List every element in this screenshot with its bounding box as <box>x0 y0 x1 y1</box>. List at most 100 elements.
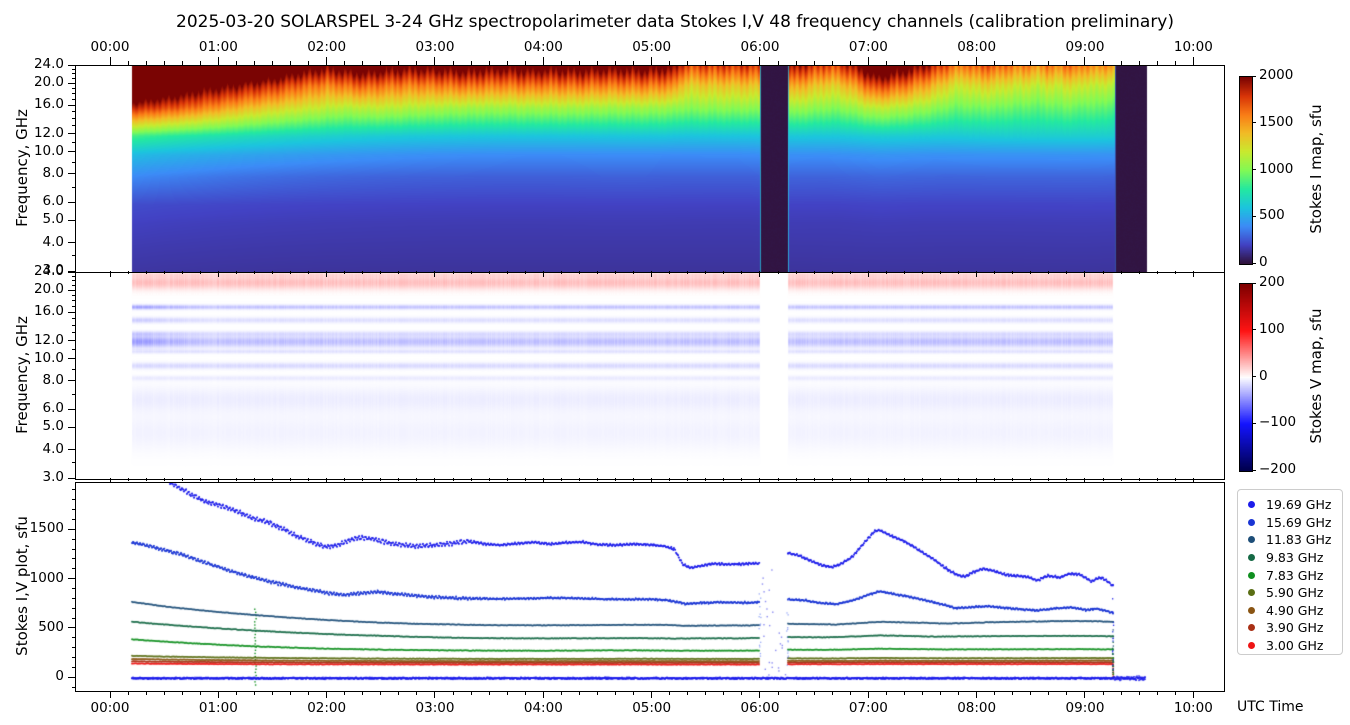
tick-mark <box>488 478 490 481</box>
tick-label: 0 <box>1259 367 1268 384</box>
tick-mark <box>434 57 436 65</box>
tick-mark <box>380 691 382 695</box>
tick-mark <box>416 61 418 65</box>
tick-label: 1500 <box>29 520 64 537</box>
tick-label: 16.0 <box>33 303 64 320</box>
tick-mark <box>560 478 562 481</box>
tick-mark <box>71 294 75 296</box>
tick-mark <box>68 173 75 175</box>
tick-mark <box>1048 61 1050 65</box>
tick-mark <box>71 548 75 550</box>
tick-label: 24.0 <box>33 263 64 279</box>
tick-mark <box>1066 478 1068 481</box>
tick-mark <box>940 478 942 481</box>
tick-mark <box>687 271 689 274</box>
tick-mark <box>68 426 75 428</box>
tick-mark <box>68 311 75 313</box>
tick-mark <box>253 691 255 695</box>
tick-mark <box>145 61 147 65</box>
tick-mark <box>903 61 905 65</box>
stokes-v-colorbar <box>1239 283 1253 472</box>
tick-mark <box>651 271 653 277</box>
tick-mark <box>109 57 111 65</box>
legend-marker-dot <box>1248 589 1255 597</box>
tick-mark <box>1030 61 1032 65</box>
legend-item-label: 7.83 GHz <box>1266 567 1324 583</box>
tick-mark <box>71 607 75 609</box>
tick-mark <box>542 691 544 698</box>
colorbar-i-label: Stokes I map, sfu <box>1307 104 1325 234</box>
tick-mark <box>1138 478 1140 481</box>
tick-mark <box>71 284 75 286</box>
tick-mark <box>199 691 201 695</box>
tick-mark <box>235 691 237 695</box>
tick-mark <box>1120 478 1122 481</box>
tick-label: 07:00 <box>848 39 888 55</box>
tick-mark <box>831 61 833 65</box>
tick-mark <box>741 271 743 274</box>
tick-mark <box>921 691 923 695</box>
tick-label: 00:00 <box>90 39 130 55</box>
tick-label: 10.0 <box>33 349 64 366</box>
tick-mark <box>71 647 75 649</box>
tick-mark <box>777 478 779 481</box>
tick-mark <box>235 478 237 481</box>
legend-marker-dot <box>1248 606 1255 614</box>
tick-mark <box>488 61 490 65</box>
legend-item: 4.90 GHz <box>1238 602 1342 620</box>
tick-label: 2000 <box>1259 67 1294 83</box>
tick-label: 0 <box>1259 254 1268 270</box>
tick-mark <box>795 271 797 274</box>
tick-mark <box>705 478 707 481</box>
tick-mark <box>849 691 851 695</box>
tick-mark <box>633 271 635 274</box>
tick-mark <box>71 499 75 501</box>
legend-marker-dot <box>1248 624 1255 632</box>
tick-label: 10.0 <box>33 142 64 159</box>
tick-mark <box>1102 61 1104 65</box>
tick-mark <box>71 558 75 560</box>
tick-mark <box>71 111 75 113</box>
tick-mark <box>542 478 544 482</box>
tick-mark <box>71 489 75 491</box>
tick-mark <box>308 478 310 481</box>
tick-mark <box>705 691 707 695</box>
tick-mark <box>687 691 689 695</box>
tick-mark <box>723 271 725 274</box>
tick-mark <box>452 691 454 695</box>
tick-mark <box>1066 691 1068 695</box>
tick-mark <box>976 271 978 277</box>
tick-mark <box>416 271 418 274</box>
tick-mark <box>994 61 996 65</box>
tick-mark <box>470 61 472 65</box>
tick-mark <box>68 64 75 66</box>
tick-mark <box>921 478 923 481</box>
tick-mark <box>903 271 905 274</box>
tick-mark <box>849 61 851 65</box>
tick-label: 01:00 <box>198 700 238 716</box>
tick-mark <box>71 280 75 282</box>
tick-mark <box>958 61 960 65</box>
tick-mark <box>813 61 815 65</box>
tick-mark <box>290 478 292 481</box>
tick-mark <box>68 270 75 272</box>
tick-mark <box>651 691 653 698</box>
tick-label: 1000 <box>1259 160 1294 177</box>
legend-item-label: 15.69 GHz <box>1266 514 1332 530</box>
tick-label: 0 <box>55 668 64 685</box>
tick-label: 06:00 <box>740 39 780 55</box>
tick-mark <box>849 271 851 274</box>
tick-mark <box>71 637 75 639</box>
tick-mark <box>813 691 815 695</box>
tick-mark <box>71 518 75 520</box>
tick-mark <box>867 478 869 482</box>
tick-mark <box>542 57 544 65</box>
legend-marker-dot <box>1248 554 1255 562</box>
tick-label: 4.0 <box>42 233 64 250</box>
tick-mark <box>633 478 635 481</box>
tick-mark <box>271 691 273 695</box>
tick-mark <box>524 478 526 481</box>
tick-mark <box>308 691 310 695</box>
tick-mark <box>1156 61 1158 65</box>
tick-mark <box>940 271 942 274</box>
